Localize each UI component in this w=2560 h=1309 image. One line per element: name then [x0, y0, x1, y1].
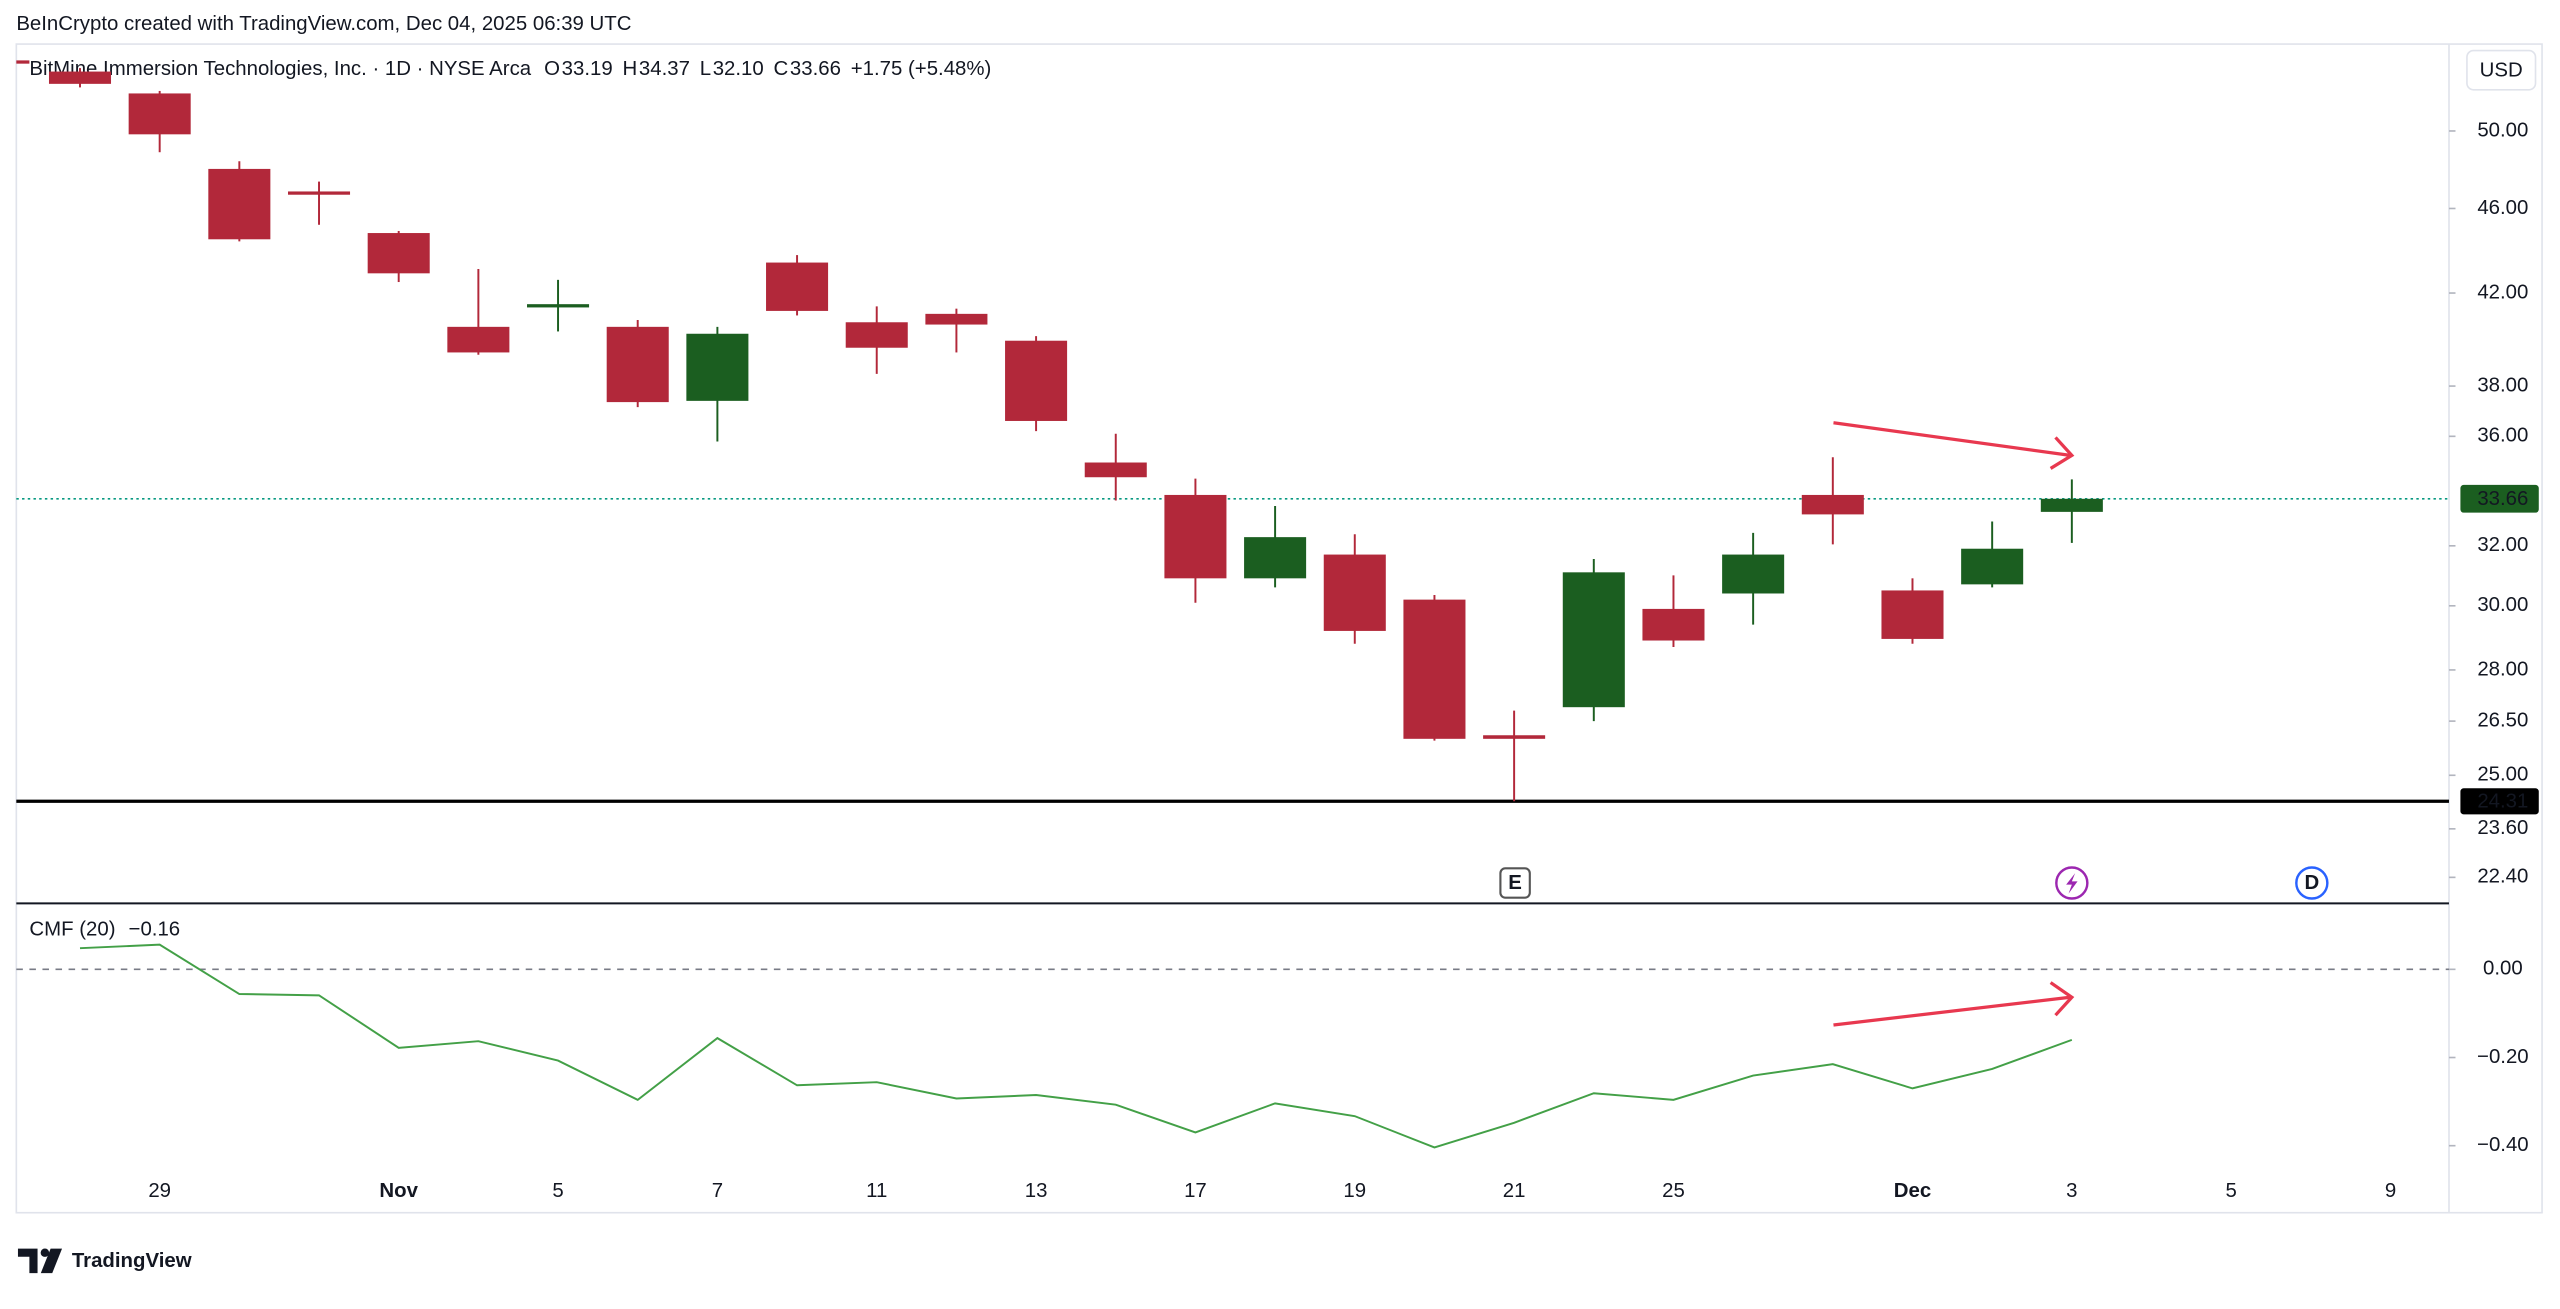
- cmf-line: [79, 943, 2073, 1149]
- x-tick-label: 7: [712, 1180, 723, 1202]
- candle-body: [447, 326, 510, 353]
- y-tick-label: 26.50: [2477, 710, 2528, 732]
- currency[interactable]: USD: [2480, 59, 2523, 81]
- candle-body: [288, 191, 351, 195]
- ohlc-letter: H: [623, 58, 638, 80]
- y-tick-label: 28.00: [2477, 658, 2528, 680]
- candle-body: [1084, 462, 1147, 478]
- candle-body: [845, 322, 908, 348]
- support-badge: [2460, 788, 2539, 815]
- x-tick-label: 19: [1343, 1180, 1366, 1202]
- y-tick-label: 46.00: [2477, 197, 2528, 219]
- earnings-label[interactable]: E: [1508, 872, 1522, 894]
- y-tick-label: 30.00: [2477, 594, 2528, 616]
- candle-body: [1961, 548, 2024, 585]
- tradingview-logo: [17, 1248, 63, 1274]
- ohlc-letter: O: [544, 58, 560, 80]
- candle-body: [1562, 572, 1625, 708]
- dividend-label[interactable]: D: [2304, 872, 2319, 894]
- x-tick-label: 11: [866, 1180, 887, 1202]
- candle-body: [1005, 340, 1068, 421]
- x-tick-label: Dec: [1894, 1180, 1931, 1202]
- x-tick-label: 17: [1184, 1180, 1207, 1202]
- branding: TradingView: [72, 1250, 192, 1272]
- x-tick-label: 5: [552, 1180, 563, 1202]
- x-tick-label: 25: [1662, 1180, 1685, 1202]
- candle-body: [1164, 494, 1227, 579]
- x-tick-label: 29: [148, 1180, 171, 1202]
- indicator-value: −0.16: [129, 919, 181, 941]
- earnings-marker[interactable]: [1499, 867, 1531, 899]
- y-tick-label: 50.00: [2477, 119, 2528, 141]
- candle-body: [128, 93, 191, 135]
- ohlc-letter: L: [700, 58, 711, 80]
- y-tick-label: 32.00: [2477, 534, 2528, 556]
- indicator-title: CMF (20): [29, 919, 115, 941]
- y-tick-label: 25.00: [2477, 764, 2528, 786]
- y-tick-label: 42.00: [2477, 281, 2528, 303]
- candle-body: [1483, 735, 1546, 739]
- y-tick-label: 36.00: [2477, 425, 2528, 447]
- change: +1.75 (+5.48%): [851, 58, 992, 80]
- x-tick-label: 3: [2066, 1180, 2077, 1202]
- last-price-label: 33.66: [2477, 488, 2528, 510]
- attribution: BeInCrypto created with TradingView.com,…: [16, 13, 631, 35]
- candle-body: [48, 71, 112, 84]
- x-tick-label: 13: [1025, 1180, 1048, 1202]
- x-tick-label: 21: [1503, 1180, 1526, 1202]
- candle-body: [606, 326, 669, 403]
- ohlc-letter: C: [774, 58, 789, 80]
- candle-body: [925, 313, 988, 325]
- lightning-icon: [2066, 873, 2078, 894]
- price-arrow: [1833, 421, 2075, 470]
- currency-button[interactable]: [2466, 49, 2537, 91]
- dividend-marker[interactable]: [2295, 866, 2329, 900]
- ohlc-value: 33.66: [790, 58, 841, 80]
- x-tick-label: Nov: [379, 1180, 418, 1202]
- y-tick-label: 0.00: [2483, 958, 2523, 980]
- cmf-arrow: [1833, 981, 2075, 1027]
- y-tick-label: 23.60: [2477, 817, 2528, 839]
- candle-body: [686, 333, 749, 401]
- ohlc-value: 34.37: [639, 58, 690, 80]
- candle-body: [527, 304, 590, 308]
- candle-body: [208, 168, 271, 240]
- ohlc-value: 32.10: [713, 58, 764, 80]
- candle-body: [1881, 590, 1944, 639]
- legend: BitMine Immersion Technologies, Inc. · 1…: [29, 58, 991, 80]
- candle-body: [1244, 537, 1307, 579]
- candle-body: [1642, 608, 1705, 641]
- candle-body: [1722, 554, 1785, 594]
- y-tick-label: −0.20: [2477, 1046, 2529, 1068]
- y-tick-label: 38.00: [2477, 374, 2528, 396]
- y-tick-label: 22.40: [2477, 866, 2528, 888]
- candle-body: [2040, 498, 2103, 512]
- ohlc-value: 33.19: [562, 58, 613, 80]
- x-tick-label: 9: [2385, 1180, 2396, 1202]
- chart-frame: [15, 43, 2543, 1214]
- x-tick-label: 5: [2226, 1180, 2237, 1202]
- candle-body: [1323, 554, 1386, 631]
- support-label: 24.31: [2477, 790, 2528, 812]
- candle-body: [1403, 599, 1466, 739]
- last-price-badge: [2460, 484, 2539, 513]
- candle-body: [1801, 494, 1864, 515]
- symbol-title: BitMine Immersion Technologies, Inc. · 1…: [29, 58, 531, 80]
- y-tick-label: −0.40: [2477, 1134, 2529, 1156]
- candle-body: [766, 262, 829, 311]
- candle-body: [367, 233, 430, 274]
